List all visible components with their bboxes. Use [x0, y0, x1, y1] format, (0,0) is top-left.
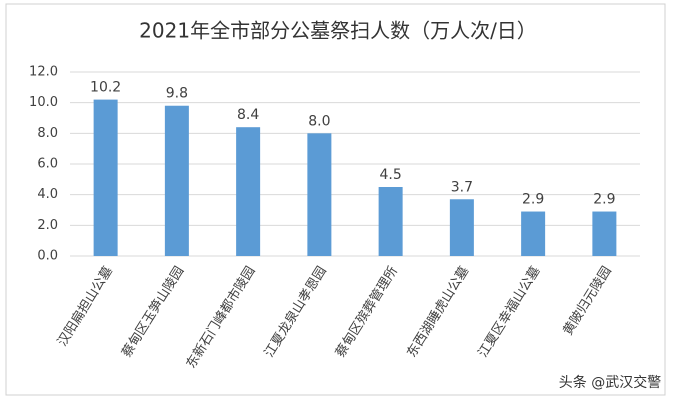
y-tick-label: 2.0: [37, 218, 58, 233]
y-tick-label: 10.0: [29, 95, 58, 110]
bar: [164, 105, 189, 256]
bar: [307, 133, 332, 256]
bar: [592, 211, 617, 256]
value-label: 3.7: [451, 179, 473, 195]
chart-title: 2021年全市部分公墓祭扫人数（万人次/日）: [139, 19, 537, 43]
bar: [236, 127, 261, 256]
value-label: 10.2: [90, 80, 121, 96]
watermark: 头条 @武汉交警: [559, 374, 661, 391]
value-label: 2.9: [593, 192, 615, 208]
value-label: 8.4: [237, 107, 259, 123]
y-tick-label: 6.0: [37, 157, 58, 172]
y-tick-label: 12.0: [29, 65, 58, 80]
value-label: 2.9: [522, 192, 544, 208]
value-label: 8.0: [308, 113, 330, 129]
y-tick-label: 4.0: [37, 187, 58, 202]
bar: [378, 187, 403, 256]
bar: [521, 211, 546, 256]
y-tick-label: 8.0: [37, 126, 58, 141]
value-label: 9.8: [166, 86, 188, 102]
value-label: 4.5: [379, 167, 401, 183]
y-tick-label: 0.0: [37, 249, 58, 264]
bar: [93, 99, 118, 256]
bar: [449, 199, 474, 256]
